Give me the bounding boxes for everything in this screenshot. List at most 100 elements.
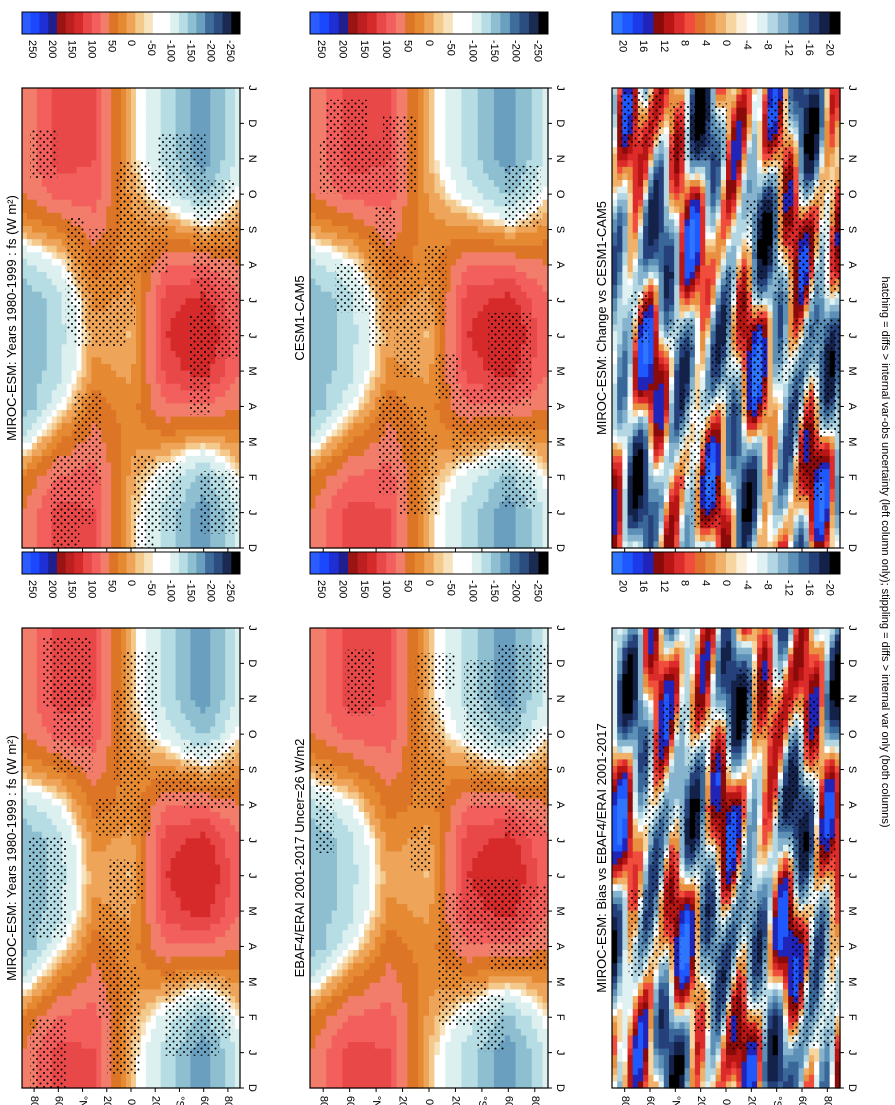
heatmap-cell [347, 88, 354, 96]
heatmap-cell [445, 88, 452, 96]
heatmap-cell [116, 488, 122, 497]
heatmap-cell [22, 311, 28, 319]
heatmap-cell [91, 357, 97, 365]
heatmap-cell [195, 541, 201, 549]
heatmap-cell [36, 107, 43, 115]
heatmap-cell [205, 101, 211, 109]
heatmap-cell [106, 193, 112, 201]
heatmap-cell [160, 390, 167, 398]
heatmap-cell [380, 107, 387, 115]
heatmap-cell [101, 456, 107, 464]
heatmap-cell [215, 403, 221, 411]
heatmap-cell [445, 94, 452, 102]
heatmap-cell [175, 285, 182, 293]
heatmap-cell [46, 370, 53, 378]
heatmap-cell [126, 140, 132, 148]
heatmap-cell [96, 350, 102, 359]
heatmap-cell [331, 541, 338, 549]
heatmap-cell [445, 101, 452, 109]
heatmap-cell [423, 377, 430, 385]
heatmap-cell [230, 449, 236, 457]
heatmap-cell [380, 377, 387, 385]
heatmap-cell [353, 390, 360, 398]
heatmap-cell [342, 324, 349, 332]
heatmap-cell [46, 436, 53, 444]
heatmap-cell [135, 331, 142, 339]
heatmap-cell [220, 166, 226, 175]
heatmap-cell [131, 423, 137, 431]
heatmap-cell [36, 456, 43, 464]
heatmap-cell [380, 193, 387, 201]
heatmap-cell [111, 212, 117, 221]
heatmap-cell [56, 318, 63, 326]
heatmap-cell [215, 140, 221, 148]
heatmap-cell [51, 357, 58, 365]
heatmap-cell [347, 245, 354, 253]
heatmap-cell [215, 462, 221, 470]
heatmap-cell [235, 180, 241, 188]
heatmap-cell [418, 396, 425, 405]
heatmap-cell [131, 390, 137, 398]
heatmap-cell [230, 114, 236, 122]
heatmap-cell [175, 410, 182, 418]
heatmap-cell [106, 166, 112, 175]
heatmap-cell [185, 331, 192, 339]
heatmap-cell [342, 495, 349, 503]
heatmap-cell [439, 226, 446, 234]
heatmap-cell [230, 364, 236, 372]
month-tick-label: J [246, 333, 258, 339]
heatmap-cell [36, 219, 43, 227]
heatmap-cell [131, 350, 137, 359]
heatmap-cell [165, 541, 172, 549]
heatmap-cell [369, 508, 376, 516]
heatmap-cell [230, 140, 236, 148]
heatmap-cell [220, 390, 226, 398]
heatmap-cell [36, 88, 43, 96]
heatmap-cell [86, 364, 92, 372]
heatmap-cell [369, 410, 376, 418]
heatmap-cell [418, 252, 425, 260]
heatmap-cell [41, 423, 48, 431]
heatmap-cell [175, 265, 182, 273]
heatmap-cell [22, 350, 28, 359]
heatmap-cell [337, 226, 344, 234]
heatmap-cell [235, 186, 241, 194]
heatmap-cell [36, 423, 43, 431]
heatmap-cell [331, 291, 338, 299]
heatmap-cell [326, 534, 333, 543]
heatmap-cell [56, 120, 63, 129]
heatmap-cell [150, 344, 157, 352]
heatmap-cell [121, 423, 127, 431]
heatmap-cell [353, 370, 360, 378]
heatmap-cell [126, 324, 132, 332]
heatmap-cell [111, 120, 117, 129]
colorbar-swatch [65, 12, 75, 34]
heatmap-cell [180, 429, 187, 437]
heatmap-cell [326, 377, 333, 385]
heatmap-cell [22, 423, 28, 431]
heatmap-cell [81, 219, 87, 227]
heatmap-cell [26, 166, 33, 175]
heatmap-cell [210, 383, 216, 391]
heatmap-cell [106, 442, 112, 451]
heatmap-cell [342, 403, 349, 411]
heatmap-cell [358, 258, 365, 267]
heatmap-cell [326, 193, 333, 201]
heatmap-cell [315, 153, 322, 161]
heatmap-cell [331, 311, 338, 319]
heatmap-cell [429, 226, 436, 234]
heatmap-cell [111, 377, 117, 385]
heatmap-cell [374, 495, 381, 503]
heatmap-cell [429, 219, 436, 227]
heatmap-cell [353, 482, 360, 490]
heatmap-cell [165, 88, 172, 96]
heatmap-cell [116, 528, 122, 536]
heatmap-cell [96, 495, 102, 503]
heatmap-cell [61, 94, 68, 102]
heatmap-cell [396, 226, 403, 234]
heatmap-cell [91, 153, 97, 161]
heatmap-cell [412, 212, 419, 221]
heatmap-cell [126, 502, 132, 510]
heatmap-cell [61, 186, 68, 194]
heatmap-cell [210, 403, 216, 411]
